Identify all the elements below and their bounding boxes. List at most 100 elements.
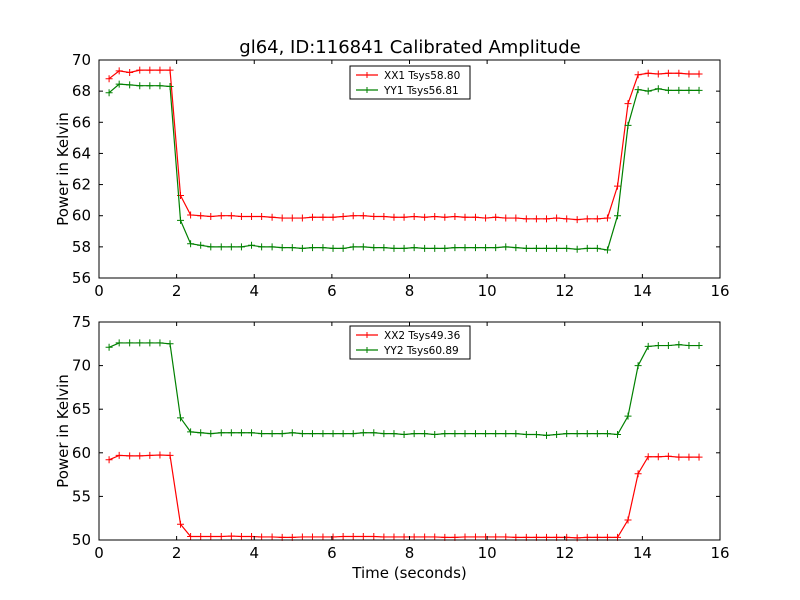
data-point xyxy=(166,451,174,459)
data-point xyxy=(268,213,276,221)
data-point xyxy=(268,243,276,251)
data-point xyxy=(308,244,316,252)
data-point xyxy=(308,430,316,438)
bottom-panel: 0 2 4 6 8 10 12 14 16 50 55 60 65 70 75 Power in Kelvin… xyxy=(54,313,730,582)
legend-label: YY2 Tsys60.89 xyxy=(383,345,459,357)
data-point xyxy=(177,216,185,224)
data-point xyxy=(258,533,266,541)
data-point xyxy=(288,214,296,222)
data-point xyxy=(471,533,479,541)
data-point xyxy=(126,452,134,460)
data-point xyxy=(573,216,581,224)
data-point xyxy=(654,70,662,78)
data-point xyxy=(502,430,510,438)
data-point xyxy=(268,430,276,438)
legend-marker xyxy=(364,87,370,93)
data-point xyxy=(197,212,205,220)
data-point xyxy=(349,243,357,251)
data-point xyxy=(614,430,622,438)
data-point xyxy=(156,66,164,74)
data-point xyxy=(187,240,195,248)
data-point xyxy=(329,430,337,438)
x-tick-label: 0 xyxy=(94,282,104,300)
data-point xyxy=(115,80,123,88)
data-point xyxy=(563,215,571,223)
data-point xyxy=(634,362,642,370)
data-point xyxy=(512,430,520,438)
data-point xyxy=(400,533,408,541)
data-point xyxy=(319,430,327,438)
data-point xyxy=(288,429,296,437)
data-point xyxy=(237,243,245,251)
data-point xyxy=(207,243,215,251)
x-tick-label: 12 xyxy=(555,544,574,562)
data-point xyxy=(603,430,611,438)
data-point xyxy=(258,212,266,220)
data-point xyxy=(136,339,144,347)
data-point xyxy=(410,533,418,541)
data-point xyxy=(156,451,164,459)
data-point xyxy=(593,244,601,252)
data-point xyxy=(431,430,439,438)
x-tick-label: 4 xyxy=(249,282,259,300)
data-point xyxy=(664,342,672,350)
x-tick-label: 12 xyxy=(555,282,574,300)
data-point xyxy=(258,430,266,438)
data-point xyxy=(217,212,225,220)
data-point xyxy=(349,430,357,438)
data-point xyxy=(380,212,388,220)
data-point xyxy=(461,430,469,438)
data-point xyxy=(268,533,276,541)
data-point xyxy=(654,342,662,350)
data-point xyxy=(482,430,490,438)
x-tick-label: 6 xyxy=(327,282,337,300)
data-point xyxy=(614,212,622,220)
data-point xyxy=(319,244,327,252)
data-point xyxy=(197,533,205,541)
data-point xyxy=(502,243,510,251)
data-point xyxy=(502,214,510,222)
data-point xyxy=(217,533,225,541)
x-tick-label: 8 xyxy=(405,282,415,300)
x-axis-label: Time (seconds) xyxy=(351,564,467,582)
data-point xyxy=(573,245,581,253)
data-point xyxy=(258,243,266,251)
data-point xyxy=(522,430,530,438)
data-point xyxy=(644,87,652,95)
data-point xyxy=(624,412,632,420)
data-point xyxy=(370,429,378,437)
data-point xyxy=(308,533,316,541)
data-point xyxy=(410,244,418,252)
legend-label: XX1 Tsys58.80 xyxy=(384,70,460,82)
data-point xyxy=(532,244,540,252)
data-point xyxy=(492,430,500,438)
legend-marker xyxy=(364,347,370,353)
data-point xyxy=(115,339,123,347)
y-axis-label: Power in Kelvin xyxy=(54,374,72,488)
data-point xyxy=(695,453,703,461)
data-point xyxy=(126,339,134,347)
data-point xyxy=(451,212,459,220)
data-point xyxy=(471,244,479,252)
data-point xyxy=(553,430,561,438)
data-point xyxy=(431,533,439,541)
data-point xyxy=(573,430,581,438)
y-tick-label: 55 xyxy=(72,487,91,505)
data-point xyxy=(431,244,439,252)
data-point xyxy=(237,429,245,437)
data-point xyxy=(339,430,347,438)
data-point xyxy=(664,452,672,460)
data-point xyxy=(217,243,225,251)
data-point xyxy=(197,241,205,249)
y-tick-label: 56 xyxy=(72,269,91,287)
y-tick-label: 60 xyxy=(72,444,91,462)
data-point xyxy=(359,243,367,251)
x-tick-label: 6 xyxy=(327,544,337,562)
data-point xyxy=(370,533,378,541)
data-point xyxy=(461,213,469,221)
data-point xyxy=(248,212,256,220)
data-point xyxy=(390,430,398,438)
data-point xyxy=(329,533,337,541)
x-tick-label: 14 xyxy=(633,282,652,300)
data-point xyxy=(543,431,551,439)
